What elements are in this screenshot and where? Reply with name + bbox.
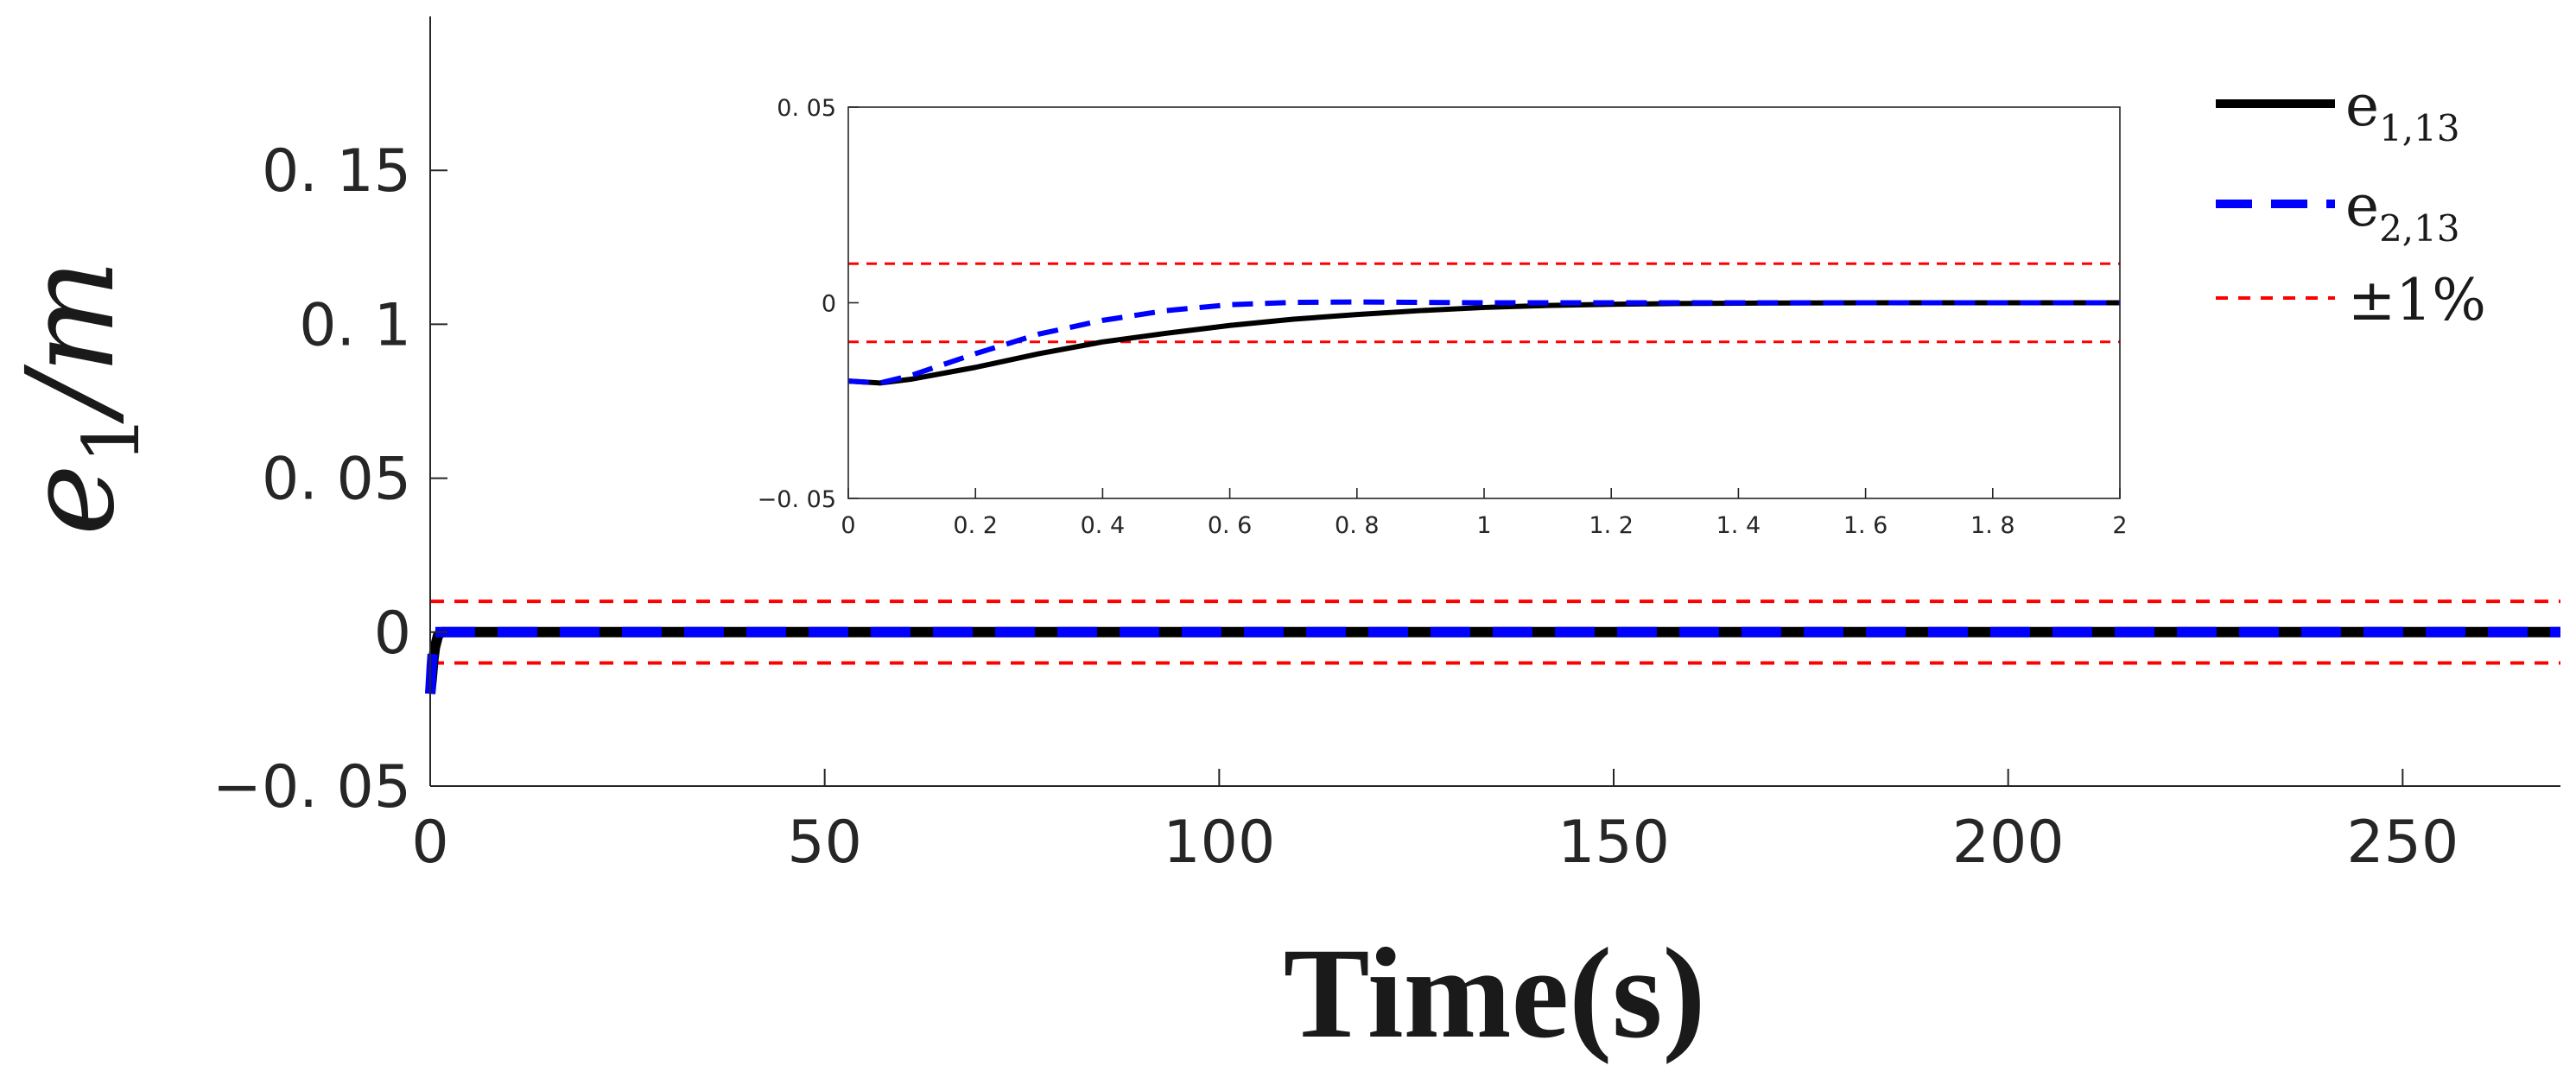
inset-x-tick-label: 1	[1476, 512, 1491, 539]
main-y-tick-label: 0. 15	[262, 137, 411, 206]
inset-series-e2	[847, 299, 2120, 386]
main-x-tick-label: 250	[2346, 809, 2459, 877]
inset-y-tick-label: −0. 05	[758, 486, 836, 513]
y-axis-label-base: e	[1, 464, 142, 536]
main-y-tick-label: −0. 05	[213, 753, 411, 821]
inset-x-tick-label: 0. 6	[1208, 512, 1253, 539]
inset-y-tick-label: 0	[822, 291, 836, 318]
y-axis-label-sub: 1	[67, 415, 157, 464]
main-y-tick-label: 0. 05	[262, 446, 411, 514]
inset-group: 0 0. 2 0. 4 0. 6 0. 8 1 1. 2 1. 4 1. 6 1. 8 2 −0. 0…	[758, 95, 2128, 539]
inset-x-tick-label: 1. 6	[1843, 512, 1888, 539]
legend-label-bound: ±1%	[2348, 267, 2486, 333]
main-x-tick-label: 100	[1163, 809, 1275, 877]
legend: e1,13 e2,13 ±1%	[2216, 73, 2486, 333]
main-x-tick-label: 50	[787, 809, 862, 877]
inset-x-tick-label: 0. 4	[1081, 512, 1126, 539]
inset-x-tick-label: 0	[841, 512, 855, 539]
main-y-tick-label: 0. 1	[299, 291, 411, 359]
main-x-tick-label: 200	[1952, 809, 2065, 877]
legend-label-e2: e2,13	[2345, 173, 2460, 250]
main-x-tick-label: 150	[1558, 809, 1670, 877]
inset-x-tick-label: 1. 2	[1589, 512, 1634, 539]
main-x-tick-label: 0	[411, 809, 448, 877]
legend-label-e1: e1,13	[2345, 73, 2460, 149]
inset-x-tick-label: 1. 8	[1970, 512, 2015, 539]
inset-x-tick-label: 2	[2112, 512, 2127, 539]
main-y-tick-label: 0	[374, 599, 411, 668]
inset-y-tick-label: 0. 05	[777, 95, 836, 122]
x-axis-label: Time(s)	[1284, 922, 1706, 1065]
inset-x-tick-label: 1. 4	[1716, 512, 1761, 539]
inset-x-tick-label: 0. 2	[953, 512, 998, 539]
y-axis-label-unit: /m	[1, 259, 142, 425]
y-axis-label: e1/m	[1, 259, 157, 536]
inset-x-tick-label: 0. 8	[1335, 512, 1380, 539]
